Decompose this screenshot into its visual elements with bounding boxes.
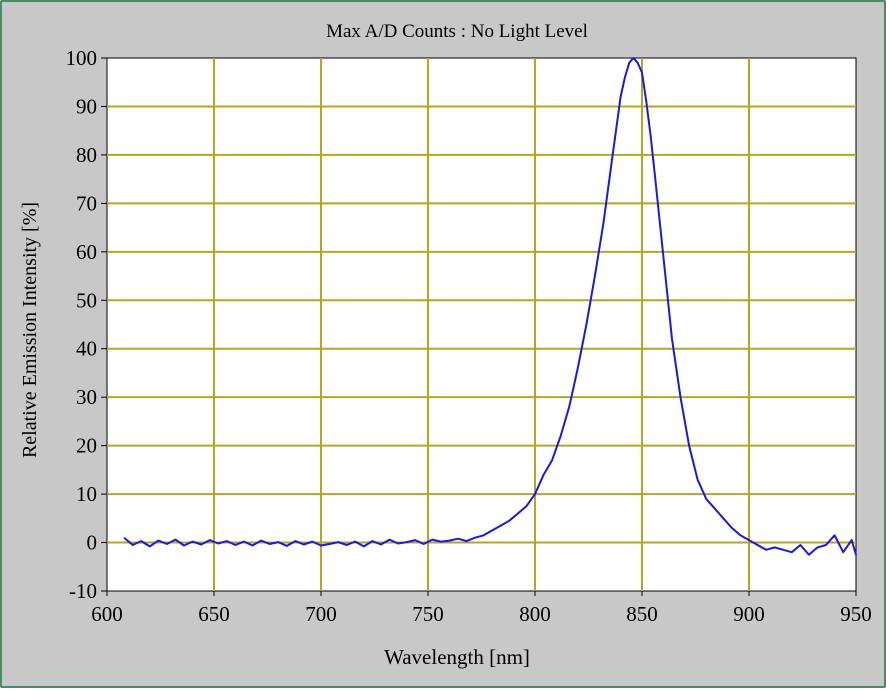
x-tick-label: 650	[198, 602, 230, 626]
y-axis-label: Relative Emission Intensity [%]	[19, 202, 41, 458]
y-tick-label: 80	[76, 143, 97, 167]
x-axis-label: Wavelength [nm]	[384, 645, 530, 669]
y-tick-label: 90	[76, 94, 97, 118]
series-line	[123, 57, 857, 556]
x-tick-label: 750	[412, 602, 444, 626]
axes: 600 650 700 750 800 850 900 950 -10 0 10 20 30 40 50 60…	[66, 46, 872, 626]
y-tick-label: 100	[66, 46, 98, 70]
x-tick-label: 600	[91, 602, 123, 626]
y-tick-label: 20	[76, 434, 97, 458]
y-tick-label: 70	[76, 191, 97, 215]
y-tick-label: 0	[87, 531, 98, 555]
y-tick-label: 10	[76, 482, 97, 506]
plot-area	[106, 57, 857, 592]
x-tick-label: 900	[733, 602, 765, 626]
x-tick-label: 700	[305, 602, 337, 626]
y-tick-label: 40	[76, 337, 97, 361]
y-tick-label: 30	[76, 385, 97, 409]
x-tick-label: 850	[626, 602, 658, 626]
x-tick-label: 950	[840, 602, 872, 626]
grid	[107, 58, 856, 591]
series-layer	[123, 57, 857, 556]
y-tick-label: 60	[76, 240, 97, 264]
x-tick-label: 800	[519, 602, 551, 626]
chart-title: Max A/D Counts : No Light Level	[326, 21, 588, 42]
y-tick-label: 50	[76, 288, 97, 312]
y-tick-label: -10	[69, 579, 97, 603]
